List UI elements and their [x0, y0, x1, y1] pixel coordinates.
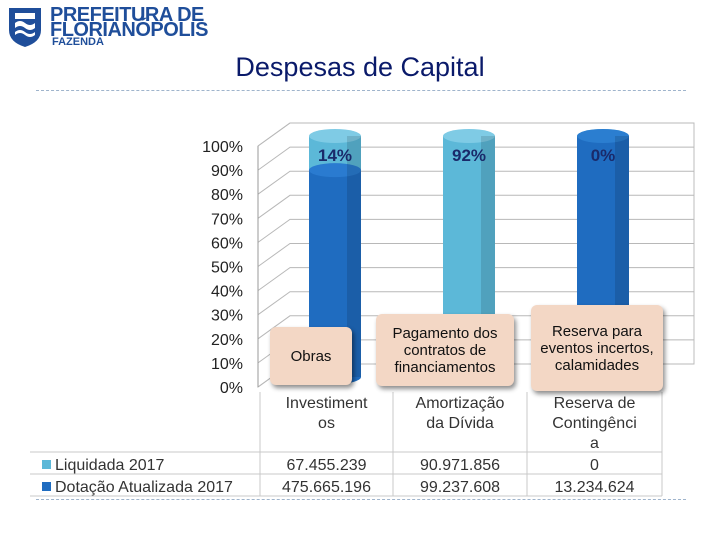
gridline [257, 243, 694, 267]
gridline [257, 267, 694, 292]
percent-label: 14% [318, 146, 352, 165]
logo-line1: PREFEITURA DE [50, 4, 204, 26]
y-tick-label: 80% [211, 187, 243, 204]
series-name: Liquidada 2017 [55, 457, 165, 474]
category-label: da Dívida [426, 415, 494, 432]
percent-labels: 14% 92% 0% [318, 146, 615, 165]
category-label: Investiment [286, 395, 368, 412]
logo-line3: FAZENDA [52, 36, 104, 48]
bottom-divider [36, 499, 686, 500]
prefeitura-logo: PREFEITURA DE FLORIANÓPOLIS FAZENDA [6, 4, 208, 48]
table-cell-value: 67.455.239 [286, 457, 366, 474]
category-label: a [590, 435, 599, 452]
city-crest-icon [9, 8, 41, 47]
gridline [257, 146, 694, 171]
y-tick-label: 100% [202, 139, 243, 156]
y-tick-label: 20% [211, 332, 243, 349]
bar-top-cap [309, 129, 361, 143]
y-axis: 0% 10% 20% 30% 40% 50% 60% 70% 80% 90% 100% [202, 139, 243, 397]
category-label: Amortização [416, 395, 505, 412]
bar-split-cap [309, 163, 361, 178]
y-tick-label: 60% [211, 235, 243, 252]
callout-obras: Obras [270, 327, 352, 385]
y-tick-label: 50% [211, 260, 243, 277]
legend-swatch [42, 460, 51, 469]
logo-line2: FLORIANÓPOLIS [50, 19, 208, 41]
bar-split-cap [577, 129, 629, 143]
callout-reserva: Reserva para eventos incertos, calamidad… [531, 305, 663, 391]
table-cell-value: 0 [590, 457, 599, 474]
table-cell-value: 90.971.856 [420, 457, 500, 474]
data-table: Investiment os Amortização da Dívida Reserva… [30, 392, 663, 497]
y-tick-label: 70% [211, 211, 243, 228]
category-label: Reserva de [554, 395, 636, 412]
percent-label: 92% [452, 146, 486, 165]
table-cell-value: 99.237.608 [420, 479, 500, 496]
y-tick-label: 90% [211, 163, 243, 180]
y-tick-label: 0% [220, 380, 243, 397]
gridline [257, 170, 694, 195]
gridline [257, 194, 694, 219]
table-cell-value: 13.234.624 [554, 479, 634, 496]
category-label: os [318, 415, 335, 432]
percent-label: 0% [591, 146, 616, 165]
gridline [257, 291, 694, 316]
y-tick-label: 30% [211, 308, 243, 325]
gridline [257, 122, 694, 147]
y-tick-label: 40% [211, 284, 243, 301]
y-tick-label: 10% [211, 356, 243, 373]
category-label: Contingênci [552, 415, 637, 432]
bar-shade [347, 136, 361, 377]
legend-swatch [42, 482, 51, 491]
bar-top-cap [443, 129, 495, 143]
table-cell-value: 475.665.196 [282, 479, 371, 496]
gridline [257, 218, 694, 243]
top-divider [36, 90, 686, 91]
callout-pagamento: Pagamento dos contratos de financiamento… [376, 314, 514, 386]
page-title: Despesas de Capital [235, 52, 485, 82]
series-name: Dotação Atualizada 2017 [55, 479, 233, 496]
